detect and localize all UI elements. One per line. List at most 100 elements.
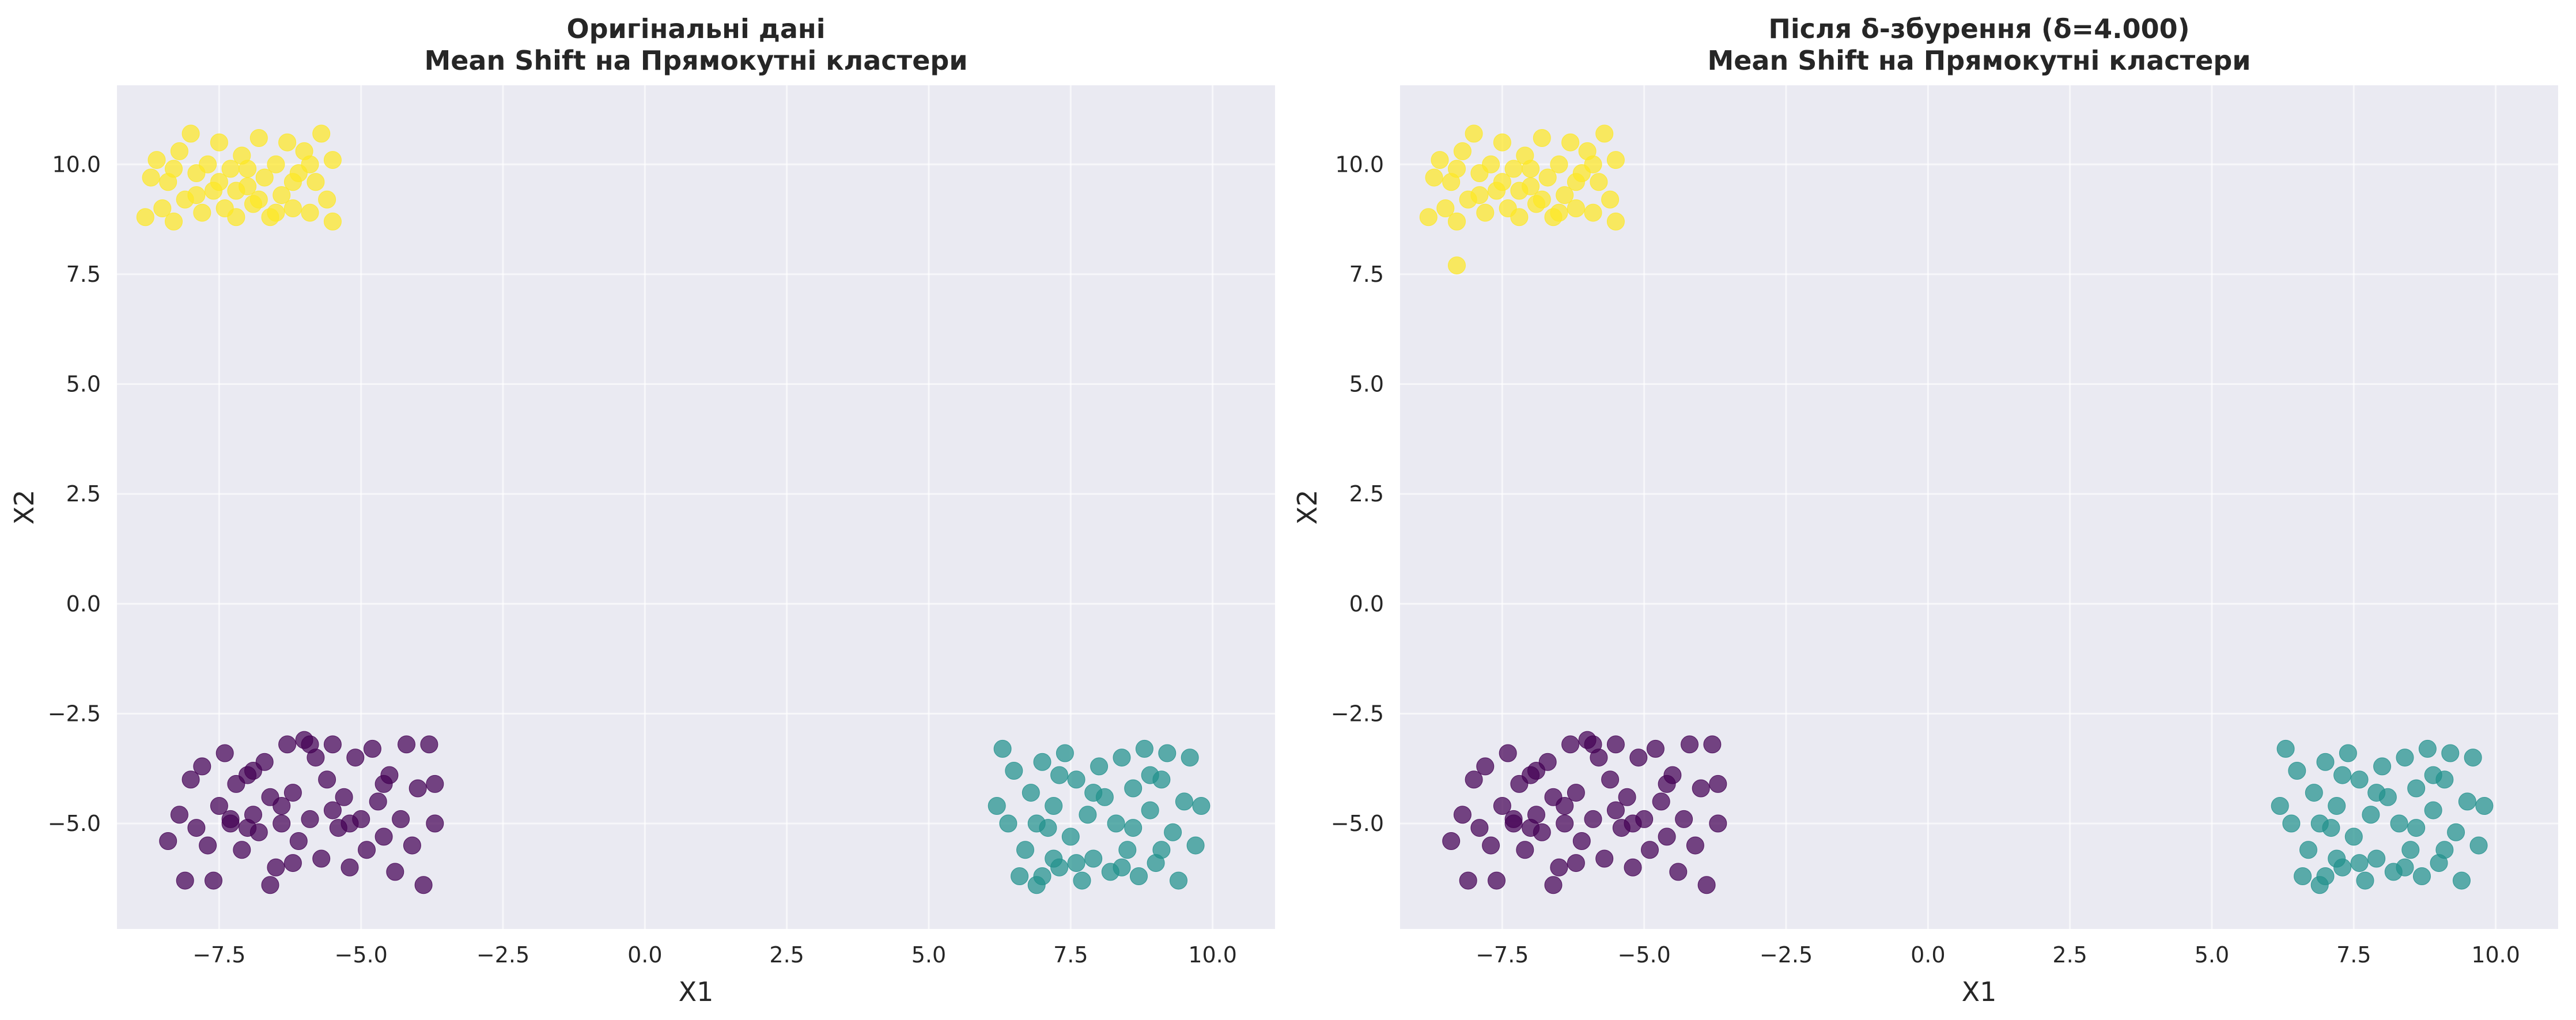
x-tick-label: −7.5 bbox=[192, 942, 245, 968]
scatter-point bbox=[1533, 190, 1551, 209]
scatter-point bbox=[273, 814, 291, 833]
scatter-point bbox=[2333, 766, 2352, 784]
x-axis-label: X1 bbox=[1962, 976, 1997, 1007]
scatter-point bbox=[426, 814, 444, 833]
scatter-point bbox=[386, 863, 404, 881]
x-tick-label: −2.5 bbox=[476, 942, 529, 968]
scatter-point bbox=[1470, 186, 1489, 205]
scatter-point bbox=[2316, 867, 2335, 885]
scatter-point bbox=[1510, 182, 1529, 200]
chart-title-line: Оригінальні дані bbox=[567, 13, 826, 44]
scatter-point bbox=[1646, 739, 1665, 758]
scatter-point bbox=[1453, 142, 1472, 160]
scatter-point bbox=[2396, 749, 2414, 767]
scatter-point bbox=[210, 133, 228, 152]
scatter-point bbox=[2299, 841, 2317, 859]
scatter-point bbox=[283, 199, 302, 217]
scatter-point bbox=[2435, 841, 2454, 859]
scatter-panel-perturbed: −7.5 −5.0 −2.5 0.0 2.5 5.0 7.5 10.0 −5.0 −2.5 0.0 2… bbox=[1292, 13, 2558, 1007]
scatter-point bbox=[1510, 208, 1529, 226]
y-tick-label: −2.5 bbox=[1331, 701, 1384, 726]
scatter-point bbox=[1709, 814, 1727, 833]
x-tick-label: 5.0 bbox=[2195, 942, 2229, 968]
scatter-point bbox=[341, 814, 359, 833]
y-tick-label: 5.0 bbox=[66, 372, 101, 397]
scatter-point bbox=[1141, 801, 1159, 819]
scatter-point bbox=[1141, 766, 1159, 784]
scatter-point bbox=[1544, 876, 1563, 894]
scatter-point bbox=[1181, 749, 1199, 767]
scatter-point bbox=[233, 841, 251, 859]
y-tick-label: 0.0 bbox=[66, 591, 101, 617]
scatter-point bbox=[1027, 814, 1046, 833]
scatter-point bbox=[210, 173, 228, 191]
scatter-panel-original: −7.5 −5.0 −2.5 0.0 2.5 5.0 7.5 10.0 −5.0 −2.5 0.0 2… bbox=[9, 13, 1275, 1007]
scatter-point bbox=[1595, 124, 1614, 143]
scatter-point bbox=[1590, 173, 1608, 191]
scatter-point bbox=[165, 160, 183, 178]
scatter-point bbox=[1606, 801, 1625, 819]
scatter-point bbox=[1488, 871, 1505, 890]
scatter-point bbox=[999, 814, 1017, 833]
x-tick-label: −5.0 bbox=[1618, 942, 1671, 968]
scatter-point bbox=[1107, 814, 1125, 833]
scatter-point bbox=[239, 819, 257, 837]
scatter-point bbox=[1045, 797, 1063, 815]
scatter-point bbox=[1431, 151, 1449, 169]
scatter-point bbox=[307, 173, 325, 191]
scatter-point bbox=[142, 168, 160, 187]
scatter-point bbox=[1669, 863, 1688, 881]
scatter-point bbox=[2475, 797, 2494, 815]
scatter-point bbox=[187, 186, 206, 205]
x-tick-label: 10.0 bbox=[1188, 942, 1237, 968]
scatter-point bbox=[1681, 735, 1699, 754]
scatter-point bbox=[1629, 749, 1648, 767]
scatter-point bbox=[1005, 762, 1023, 780]
scatter-point bbox=[1595, 849, 1614, 868]
scatter-point bbox=[1584, 735, 1602, 754]
scatter-point bbox=[278, 735, 297, 754]
scatter-point bbox=[170, 142, 188, 160]
scatter-point bbox=[1556, 186, 1574, 205]
scatter-point bbox=[2413, 867, 2431, 885]
scatter-point bbox=[1527, 762, 1545, 780]
scatter-point bbox=[199, 155, 217, 173]
scatter-point bbox=[210, 797, 228, 815]
scatter-point bbox=[1033, 867, 1051, 885]
scatter-point bbox=[1186, 836, 1205, 855]
scatter-point bbox=[323, 801, 342, 819]
x-tick-label: 2.5 bbox=[769, 942, 804, 968]
scatter-point bbox=[1175, 792, 1193, 811]
scatter-point bbox=[283, 784, 302, 802]
scatter-point bbox=[215, 744, 234, 762]
scatter-point bbox=[261, 876, 279, 894]
scatter-point bbox=[1448, 160, 1466, 178]
scatter-point bbox=[1419, 208, 1438, 226]
scatter-point bbox=[2310, 814, 2329, 833]
scatter-point bbox=[301, 155, 319, 173]
scatter-point bbox=[221, 810, 240, 828]
scatter-point bbox=[249, 190, 268, 209]
scatter-point bbox=[1572, 832, 1591, 850]
scatter-point bbox=[1482, 836, 1500, 855]
scatter-point bbox=[301, 810, 319, 828]
scatter-point bbox=[153, 199, 172, 217]
scatter-point bbox=[165, 212, 183, 231]
scatter-point bbox=[2305, 784, 2323, 802]
scatter-point bbox=[1522, 819, 1540, 837]
y-tick-label: 7.5 bbox=[66, 262, 101, 287]
chart-title-line: Mean Shift на Прямокутні кластери bbox=[1707, 45, 2250, 76]
scatter-point bbox=[2350, 770, 2369, 789]
scatter-point bbox=[1584, 203, 1602, 222]
scatter-point bbox=[1601, 770, 1620, 789]
y-tick-label: 2.5 bbox=[66, 481, 101, 507]
scatter-point bbox=[267, 203, 285, 222]
plot-area bbox=[1400, 85, 2558, 929]
y-tick-label: 10.0 bbox=[52, 152, 101, 177]
scatter-point bbox=[2407, 779, 2426, 798]
scatter-point bbox=[369, 792, 387, 811]
scatter-point bbox=[193, 203, 211, 222]
scatter-point bbox=[1470, 819, 1489, 837]
scatter-point bbox=[1084, 784, 1103, 802]
scatter-point bbox=[2367, 849, 2386, 868]
